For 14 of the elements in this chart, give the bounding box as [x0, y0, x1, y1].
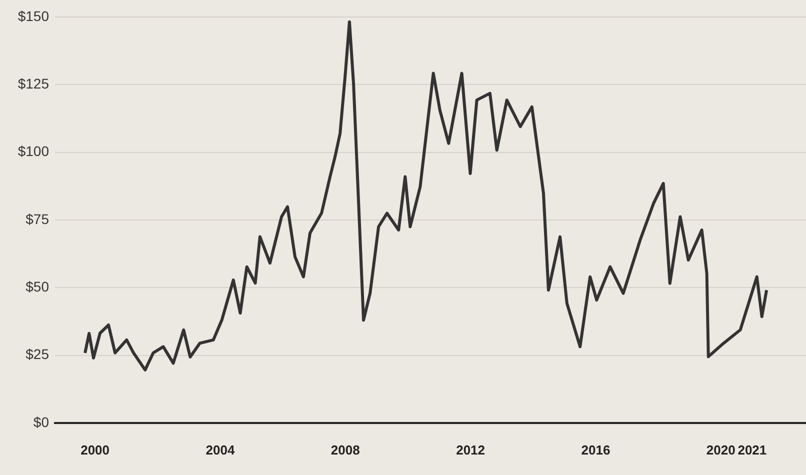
x-tick-label: 2012 [456, 442, 486, 458]
y-tick-label: $0 [33, 414, 50, 430]
y-tick-label: $100 [18, 143, 50, 160]
x-tick-label: 2004 [206, 442, 236, 458]
x-tick-label: 2016 [581, 442, 610, 458]
y-tick-label: $125 [18, 76, 50, 92]
y-tick-label: $75 [26, 210, 50, 227]
y-tick-label: $150 [18, 8, 50, 24]
x-tick-label: 2020 [706, 442, 736, 458]
x-tick-label: 2000 [80, 442, 110, 458]
x-tick-label: 2021 [738, 442, 767, 458]
y-tick-label: $25 [26, 346, 50, 362]
y-tick-label: $50 [26, 278, 50, 295]
x-tick-label: 2008 [330, 442, 360, 458]
